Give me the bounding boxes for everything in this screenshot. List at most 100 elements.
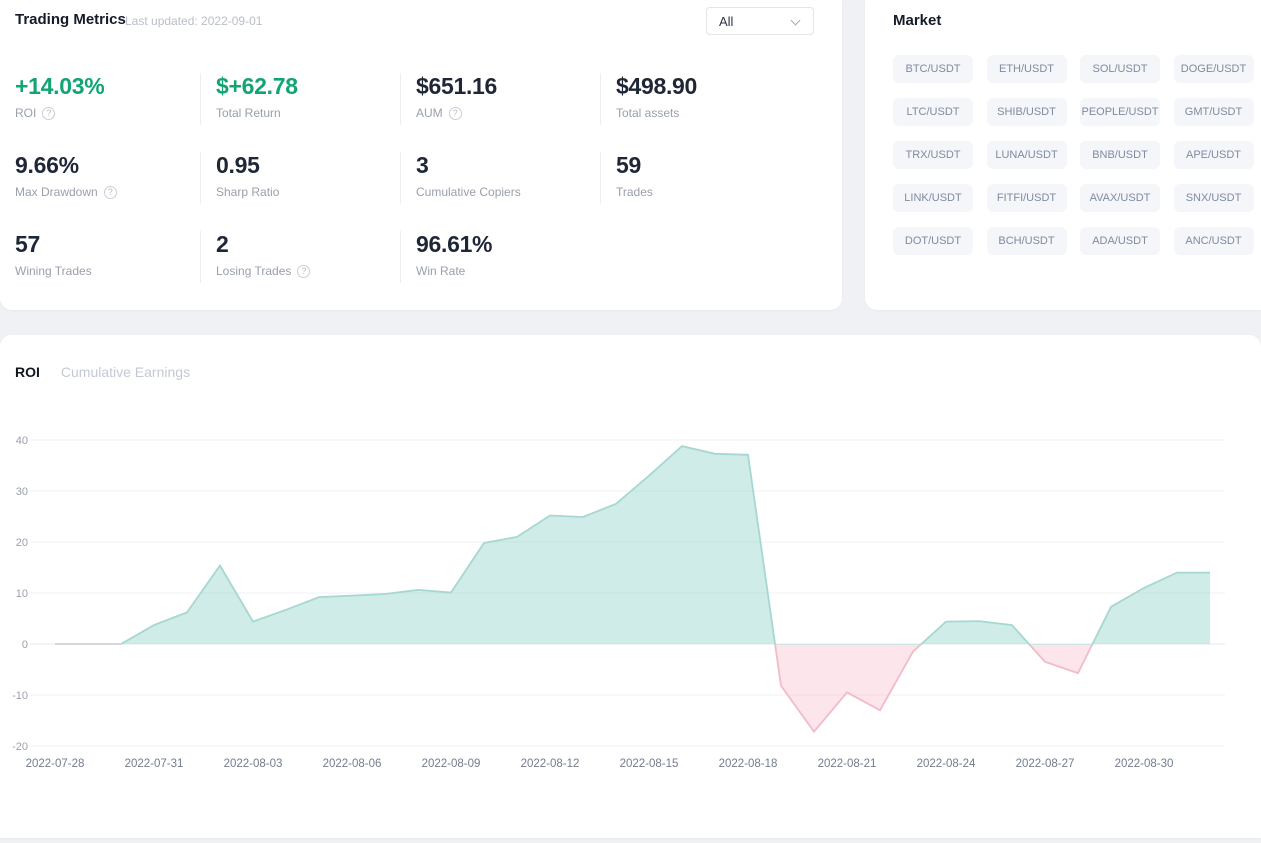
metric-label-text: Total Return (216, 106, 281, 120)
metric-wining-trades: 57 Wining Trades (0, 231, 200, 283)
metric-trades: 59 Trades (600, 152, 842, 204)
metric-sharp-ratio: 0.95 Sharp Ratio (200, 152, 400, 204)
market-pair-trx-usdt[interactable]: TRX/USDT (893, 141, 973, 169)
chart-card: 40 30 20 10 0 -10 -20 2022-07-28 2022-07-31 2022-… (0, 335, 1261, 838)
metric-label: ROI? (15, 106, 200, 120)
x-axis-tick-label: 2022-07-31 (125, 758, 184, 770)
metric-label-text: Win Rate (416, 264, 466, 278)
x-axis-tick-label: 2022-07-28 (26, 758, 85, 770)
roi-area-positive (55, 446, 1210, 645)
market-pair-ada-usdt[interactable]: ADA/USDT (1080, 227, 1160, 255)
metric-label-text: AUM (416, 106, 443, 120)
market-pair-fitfi-usdt[interactable]: FITFI/USDT (986, 184, 1067, 212)
metric-win-rate: 96.61% Win Rate (400, 231, 600, 283)
tab-roi[interactable]: ROI (15, 364, 40, 380)
help-icon[interactable]: ? (448, 106, 462, 120)
market-pair-doge-usdt[interactable]: DOGE/USDT (1173, 55, 1254, 83)
metric-value: 57 (15, 231, 40, 257)
trading-metrics-card: Trading Metrics Last updated: 2022-09-01… (0, 0, 842, 310)
metric-label-text: Wining Trades (15, 264, 92, 278)
market-pair-people-usdt[interactable]: PEOPLE/USDT (1080, 98, 1160, 126)
market-pair-bch-usdt[interactable]: BCH/USDT (986, 227, 1067, 255)
x-axis-tick-label: 2022-08-03 (224, 758, 283, 770)
metric-roi: +14.03% ROI? (0, 73, 200, 125)
market-pair-bnb-usdt[interactable]: BNB/USDT (1080, 141, 1160, 169)
help-icon[interactable]: ? (297, 264, 311, 278)
market-pair-snx-usdt[interactable]: SNX/USDT (1173, 184, 1254, 212)
roi-area-chart[interactable]: 40 30 20 10 0 -10 -20 2022-07-28 2022-07-31 2022-… (0, 335, 1261, 838)
market-pair-shib-usdt[interactable]: SHIB/USDT (986, 98, 1067, 126)
y-axis-tick-label: 30 (16, 486, 28, 498)
metric-label: Cumulative Copiers (416, 185, 600, 199)
x-axis-tick-label: 2022-08-21 (818, 758, 877, 770)
y-axis-tick-label: 0 (22, 639, 28, 651)
roi-area-negative (775, 644, 1093, 732)
market-pair-avax-usdt[interactable]: AVAX/USDT (1080, 184, 1160, 212)
metric-value: $651.16 (416, 73, 498, 99)
metric-label-text: ROI (15, 106, 37, 120)
x-axis-tick-label: 2022-08-24 (917, 758, 976, 770)
metric-label: Wining Trades (15, 264, 200, 278)
market-pair-grid: BTC/USDT ETH/USDT SOL/USDT DOGE/USDT LTC/USD… (893, 55, 1258, 255)
metrics-row-1: +14.03% ROI? $+62.78 Total Return $651.16 AUM… (0, 73, 842, 125)
help-icon[interactable]: ? (42, 106, 56, 120)
market-pair-eth-usdt[interactable]: ETH/USDT (986, 55, 1067, 83)
metric-total-return: $+62.78 Total Return (200, 73, 400, 125)
x-axis-tick-label: 2022-08-12 (521, 758, 580, 770)
market-pair-anc-usdt[interactable]: ANC/USDT (1173, 227, 1254, 255)
market-pair-sol-usdt[interactable]: SOL/USDT (1080, 55, 1160, 83)
x-axis-tick-label: 2022-08-09 (422, 758, 481, 770)
x-axis-tick-label: 2022-08-27 (1016, 758, 1075, 770)
x-axis-tick-label: 2022-08-18 (719, 758, 778, 770)
metric-label: Total assets (616, 106, 842, 120)
y-axis-tick-label: -10 (12, 690, 28, 702)
y-axis-tick-label: -20 (12, 741, 28, 753)
metric-label-text: Sharp Ratio (216, 185, 280, 199)
help-icon[interactable]: ? (103, 185, 117, 199)
x-axis-tick-label: 2022-08-30 (1115, 758, 1174, 770)
market-pair-ape-usdt[interactable]: APE/USDT (1173, 141, 1254, 169)
y-axis-tick-label: 20 (16, 537, 28, 549)
tab-cumulative-earnings[interactable]: Cumulative Earnings (60, 364, 191, 380)
market-title: Market (893, 12, 942, 29)
market-pair-luna-usdt[interactable]: LUNA/USDT (986, 141, 1067, 169)
market-pair-gmt-usdt[interactable]: GMT/USDT (1173, 98, 1254, 126)
last-updated-text: Last updated: 2022-09-01 (125, 14, 263, 28)
metric-label-text: Losing Trades (216, 264, 292, 278)
market-card: Market BTC/USDT ETH/USDT SOL/USDT DOGE/USDT… (865, 0, 1261, 310)
x-axis-tick-label: 2022-08-15 (620, 758, 679, 770)
market-pair-btc-usdt[interactable]: BTC/USDT (893, 55, 973, 83)
market-pair-ltc-usdt[interactable]: LTC/USDT (893, 98, 973, 126)
metric-label-text: Cumulative Copiers (416, 185, 521, 199)
metrics-row-2: 9.66% Max Drawdown? 0.95 Sharp Ratio 3 Cumula… (0, 152, 842, 204)
y-axis-tick-label: 40 (16, 435, 28, 447)
metrics-period-dropdown[interactable]: All (706, 7, 814, 35)
metric-label: Total Return (216, 106, 400, 120)
market-pair-dot-usdt[interactable]: DOT/USDT (893, 227, 973, 255)
metric-label: Max Drawdown? (15, 185, 200, 199)
chevron-down-icon (790, 15, 801, 26)
metric-label: AUM? (416, 106, 600, 120)
metric-label: Sharp Ratio (216, 185, 400, 199)
trading-metrics-title: Trading Metrics (15, 11, 126, 28)
metric-label: Trades (616, 185, 842, 199)
metric-total-assets: $498.90 Total assets (600, 73, 842, 125)
metric-aum: $651.16 AUM? (400, 73, 600, 125)
roi-line-positive (55, 445, 1210, 645)
metrics-row-3: 57 Wining Trades 2 Losing Trades? 96.61% Win … (0, 231, 842, 283)
chart-tabs: ROI Cumulative Earnings (15, 364, 190, 380)
metric-value: 9.66% (15, 152, 79, 178)
market-pair-link-usdt[interactable]: LINK/USDT (893, 184, 973, 212)
metric-cumulative-copiers: 3 Cumulative Copiers (400, 152, 600, 204)
metric-max-drawdown: 9.66% Max Drawdown? (0, 152, 200, 204)
metric-value: 3 (416, 152, 429, 178)
metric-value: $+62.78 (216, 73, 298, 99)
metric-value: 0.95 (216, 152, 260, 178)
x-axis-tick-label: 2022-08-06 (323, 758, 382, 770)
metric-value: +14.03% (15, 73, 105, 99)
metric-value: $498.90 (616, 73, 698, 99)
metric-value: 2 (216, 231, 229, 257)
metric-label-text: Max Drawdown (15, 185, 98, 199)
metric-label: Losing Trades? (216, 264, 400, 278)
